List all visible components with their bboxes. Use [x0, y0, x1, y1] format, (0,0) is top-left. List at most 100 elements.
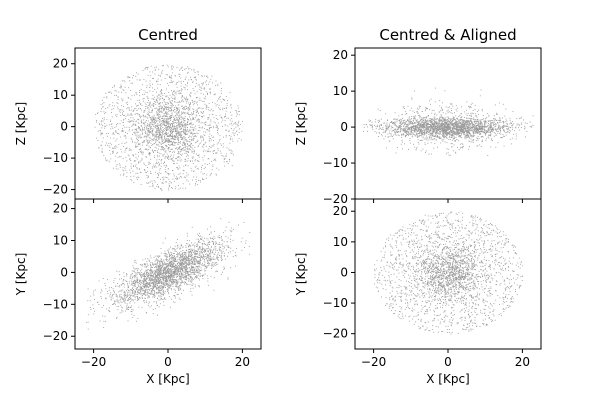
data-point	[207, 158, 209, 160]
data-point	[166, 278, 168, 280]
data-point	[174, 274, 176, 276]
data-point	[145, 133, 146, 135]
data-point	[152, 118, 154, 120]
y-tick-label: −10	[43, 151, 68, 165]
data-point	[129, 157, 131, 159]
data-point	[175, 115, 177, 117]
data-point	[171, 256, 173, 258]
data-point	[173, 90, 175, 92]
data-point	[184, 266, 186, 268]
data-point	[185, 274, 186, 276]
data-point	[201, 252, 203, 253]
data-point	[182, 252, 184, 253]
data-point	[229, 139, 231, 141]
data-point	[232, 250, 234, 252]
data-point	[211, 113, 213, 115]
data-point	[149, 270, 151, 271]
data-point	[150, 282, 152, 284]
data-point	[165, 269, 166, 271]
data-point	[176, 117, 178, 119]
data-point	[174, 137, 176, 139]
data-point	[176, 274, 178, 275]
data-point	[154, 101, 156, 103]
data-point	[217, 257, 219, 258]
data-point	[191, 294, 193, 296]
data-point	[141, 159, 143, 161]
data-point	[137, 113, 139, 114]
data-point	[183, 165, 185, 167]
data-point	[148, 128, 150, 130]
data-point	[175, 250, 177, 252]
data-point	[192, 127, 194, 128]
data-point	[192, 150, 194, 152]
data-point	[169, 279, 171, 281]
data-point	[202, 278, 204, 280]
data-point	[131, 140, 133, 142]
data-point	[121, 301, 123, 303]
data-point	[168, 97, 169, 99]
data-point	[200, 92, 202, 94]
data-point	[116, 164, 118, 165]
data-point	[171, 90, 173, 92]
data-point	[151, 115, 153, 117]
data-point	[172, 282, 174, 284]
data-point	[170, 114, 172, 116]
data-point	[221, 252, 223, 254]
data-point	[209, 175, 211, 177]
data-point	[129, 80, 131, 82]
data-point	[148, 108, 150, 110]
data-point	[124, 292, 126, 294]
data-point	[206, 265, 208, 267]
data-point	[225, 96, 227, 98]
data-point	[143, 273, 145, 274]
data-point	[212, 164, 214, 166]
data-point	[158, 102, 160, 104]
data-point	[181, 137, 183, 139]
data-point	[160, 149, 162, 151]
data-point	[176, 147, 178, 149]
data-point	[193, 103, 195, 104]
data-point	[203, 241, 205, 243]
data-point	[163, 124, 165, 126]
data-point	[181, 264, 183, 266]
data-point	[131, 125, 133, 127]
data-point	[180, 263, 182, 264]
data-point	[115, 114, 116, 116]
data-point	[167, 271, 169, 273]
data-point	[159, 285, 161, 287]
data-point	[182, 260, 184, 262]
data-point	[169, 129, 171, 131]
data-point	[182, 107, 184, 109]
data-point	[155, 119, 157, 121]
data-point	[177, 268, 179, 270]
data-point	[182, 252, 184, 254]
data-point	[198, 122, 200, 124]
data-point	[182, 147, 184, 149]
data-point	[194, 245, 196, 246]
data-point	[217, 133, 219, 135]
data-point	[170, 108, 172, 110]
data-point	[211, 169, 213, 171]
data-point	[128, 149, 130, 151]
data-point	[168, 279, 170, 281]
data-point	[177, 119, 179, 121]
data-point	[152, 128, 154, 130]
data-point	[208, 253, 210, 255]
data-point	[181, 113, 182, 115]
data-point	[143, 140, 145, 142]
data-point	[103, 96, 105, 98]
data-point	[182, 141, 184, 143]
data-point	[189, 276, 191, 278]
data-point	[159, 142, 161, 144]
data-point	[199, 142, 201, 144]
data-point	[172, 92, 173, 94]
data-point	[160, 102, 162, 104]
data-point	[186, 148, 188, 149]
data-point	[198, 145, 199, 147]
data-point	[163, 270, 165, 272]
data-point	[138, 290, 140, 291]
data-point	[209, 262, 211, 264]
data-point	[113, 133, 115, 135]
data-point	[179, 262, 180, 264]
data-point	[167, 127, 169, 129]
